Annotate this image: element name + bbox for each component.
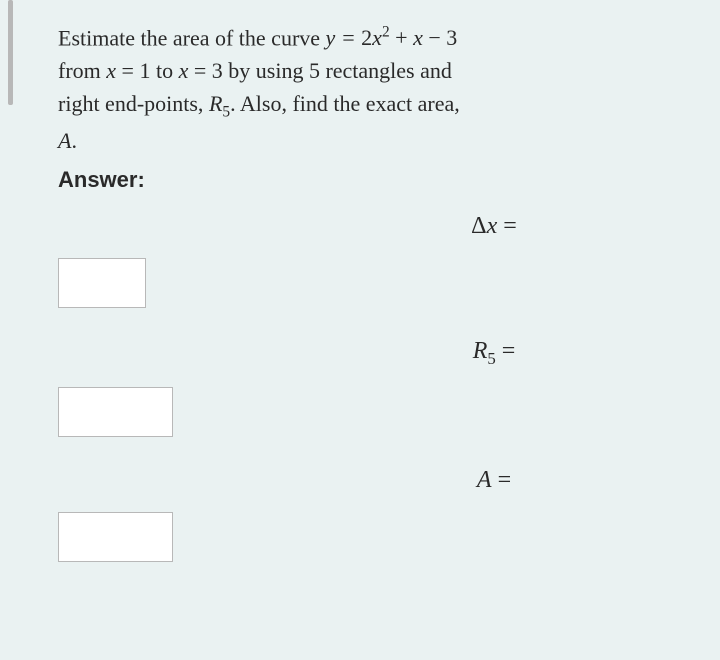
- delta-x-input[interactable]: [58, 258, 146, 308]
- a-input[interactable]: [58, 512, 173, 562]
- delta-x-eq: =: [497, 213, 517, 239]
- delta-x-row: Δx =: [58, 213, 700, 308]
- scrollbar-indicator: [8, 0, 13, 105]
- eq-minus: − 3: [423, 25, 457, 50]
- question-line1-prefix: Estimate the area of the curve: [58, 25, 326, 50]
- question-line3-suffix: . Also, find the exact area,: [230, 91, 460, 116]
- question-line2-prefix: from: [58, 58, 106, 83]
- a-var: A: [58, 128, 71, 153]
- r5-input[interactable]: [58, 387, 173, 437]
- r5-row: R5 =: [58, 338, 700, 437]
- eq-sup: 2: [382, 24, 390, 41]
- eq-x2: x: [413, 25, 423, 50]
- a-label: A =: [288, 467, 700, 494]
- eq-equals: =: [335, 25, 361, 50]
- question-line3-prefix: right end-points,: [58, 91, 209, 116]
- eq-coef1: 2: [361, 25, 372, 50]
- question-line2-suffix: by using 5 rectangles and: [223, 58, 452, 83]
- content-area: Estimate the area of the curve y = 2x2 +…: [58, 20, 700, 562]
- r-var: R: [209, 91, 222, 116]
- r-sub: 5: [222, 104, 230, 121]
- r5-label: R5 =: [288, 338, 700, 369]
- a-eq-sign: =: [492, 467, 512, 493]
- to-eq: = 3: [188, 58, 222, 83]
- question-text: Estimate the area of the curve y = 2x2 +…: [58, 21, 700, 157]
- eq-x1: x: [372, 25, 382, 50]
- to-x: x: [179, 58, 189, 83]
- r5-var: R: [473, 338, 488, 364]
- answer-label: Answer:: [58, 167, 700, 193]
- from-x: x: [106, 58, 116, 83]
- r5-sub: 5: [487, 349, 495, 368]
- delta-symbol: Δ: [471, 213, 486, 239]
- question-line2-to: to: [150, 58, 178, 83]
- a-eq-var: A: [477, 467, 492, 493]
- delta-x-label: Δx =: [288, 213, 700, 240]
- delta-x-var: x: [487, 213, 498, 239]
- eq-y: y: [326, 25, 336, 50]
- a-period: .: [71, 128, 77, 153]
- eq-plus: +: [390, 25, 413, 50]
- from-eq: = 1: [116, 58, 150, 83]
- a-row: A =: [58, 467, 700, 562]
- r5-eq: =: [496, 338, 516, 364]
